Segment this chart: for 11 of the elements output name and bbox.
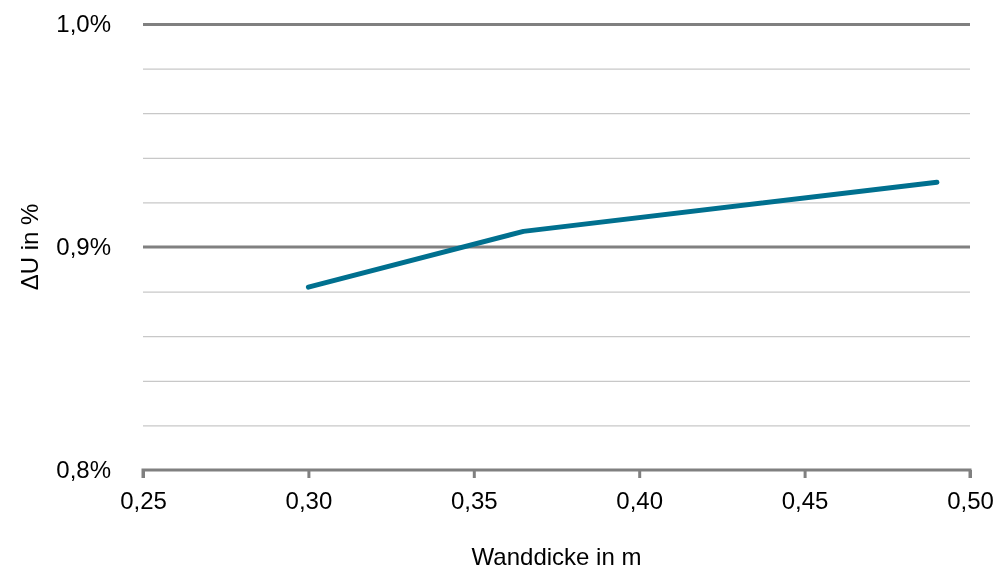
x-axis-title: Wanddicke in m: [471, 543, 642, 570]
x-tick-label: 0,30: [285, 487, 333, 515]
x-tick-label: 0,45: [781, 487, 829, 515]
y-axis-title: ΔU in %: [16, 203, 43, 291]
x-tick-label: 0,50: [947, 487, 994, 515]
x-tick-label: 0,35: [450, 487, 498, 515]
y-tick-label: 1,0%: [56, 10, 111, 38]
x-tick-label: 0,40: [616, 487, 664, 515]
x-tick-label: 0,25: [120, 487, 167, 515]
y-tick-label: 0,8%: [56, 456, 111, 484]
y-tick-label: 0,9%: [56, 233, 111, 261]
